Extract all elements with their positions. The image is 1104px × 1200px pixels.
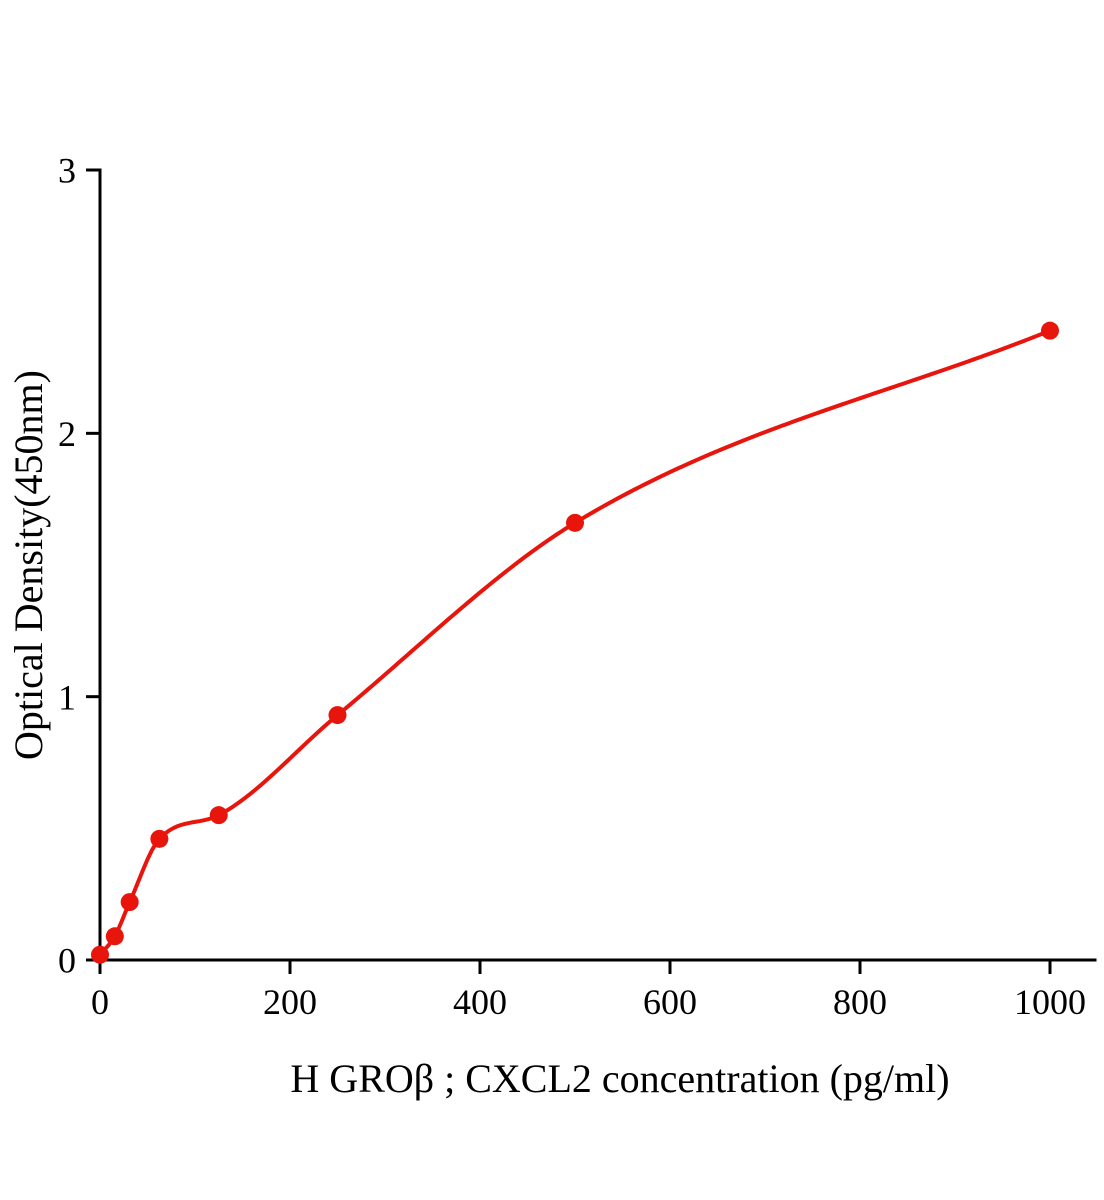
data-point bbox=[1041, 321, 1059, 340]
x-tick-label: 1000 bbox=[1014, 982, 1086, 1022]
y-tick-label: 3 bbox=[58, 151, 76, 191]
x-tick-label: 400 bbox=[453, 982, 507, 1022]
data-point bbox=[566, 513, 584, 532]
data-point bbox=[91, 945, 109, 964]
plot-area: 0 1 2 3 0 200 400 600 800 1000 bbox=[58, 151, 1097, 1022]
data-point bbox=[150, 829, 169, 848]
y-axis-title: Optical Density(450nm) bbox=[6, 370, 51, 760]
data-point bbox=[328, 706, 347, 725]
data-point bbox=[209, 806, 228, 825]
fit-curve bbox=[98, 328, 1052, 957]
data-point bbox=[120, 893, 139, 912]
y-tick-label: 2 bbox=[58, 414, 76, 454]
x-tick-label: 600 bbox=[643, 982, 697, 1022]
x-tick-label: 0 bbox=[91, 982, 109, 1022]
y-tick-label: 1 bbox=[58, 677, 76, 717]
y-tick-label: 0 bbox=[58, 941, 76, 981]
x-axis-title: H GROβ ; CXCL2 concentration (pg/ml) bbox=[290, 1056, 949, 1101]
x-tick-label: 800 bbox=[833, 982, 887, 1022]
x-tick-label: 200 bbox=[263, 982, 317, 1022]
data-point bbox=[105, 927, 124, 946]
